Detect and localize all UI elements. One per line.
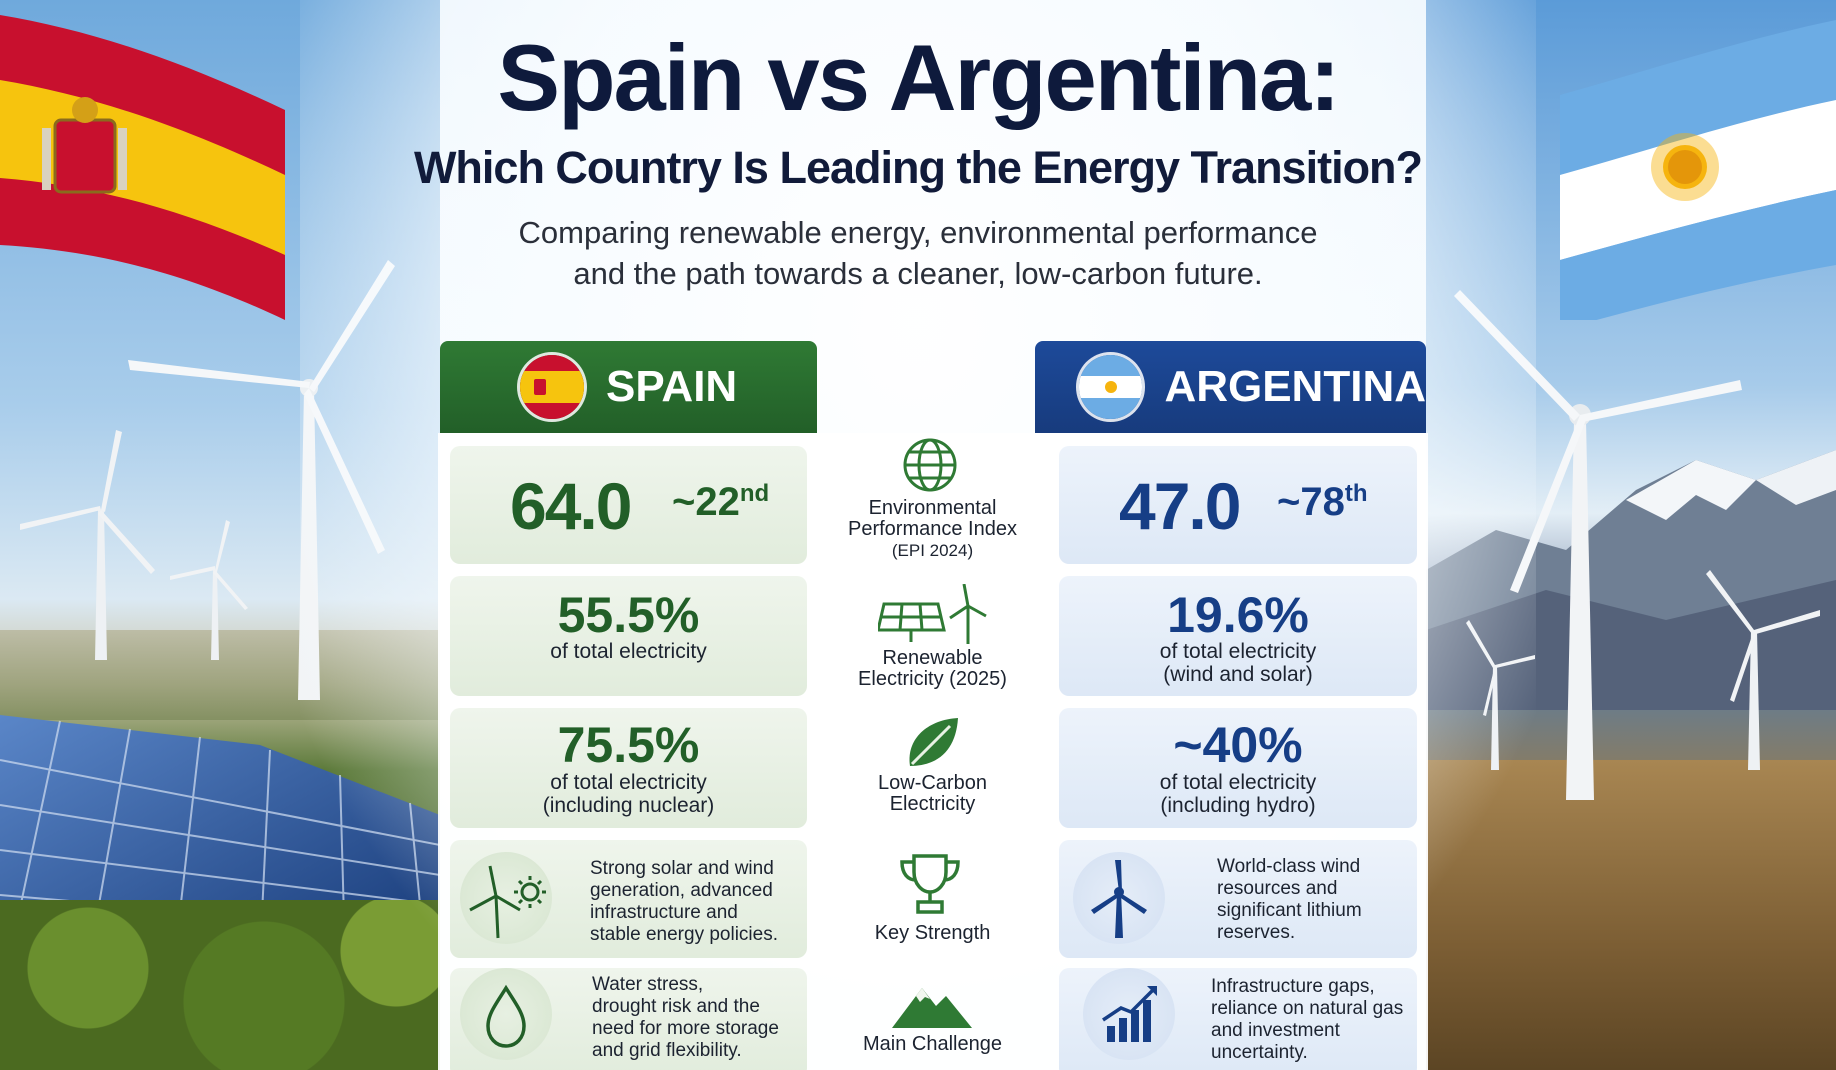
solar-panel-wind-icon (878, 584, 987, 644)
spain-epi-rank: ~22nd (672, 480, 769, 525)
spain-flag (0, 15, 285, 320)
wind-sun-icon (469, 865, 546, 939)
spain-strength-line: stable energy policies. (590, 924, 778, 945)
argentina-column-title: ARGENTINA (1164, 362, 1426, 411)
argentina-renewable-value: 19.6% (1167, 587, 1309, 643)
spain-strength-cell: Strong solar and wind generation, advanc… (450, 840, 807, 958)
argentina-strength-line: resources and (1217, 878, 1338, 899)
page-lead: Comparing renewable energy, environmenta… (400, 212, 1436, 294)
argentina-column-header: ARGENTINA (1035, 341, 1426, 433)
argentina-low-carbon-note: of total electricity (1159, 771, 1317, 794)
main-challenge-label: Main Challenge (863, 1033, 1002, 1055)
spain-wind-turbine-far (170, 520, 248, 660)
spain-strength-text: Strong solar and wind generation, advanc… (590, 858, 778, 946)
argentina-epi-rank-number: ~78 (1277, 480, 1345, 524)
spain-challenge-line: Water stress, (592, 974, 704, 995)
argentina-strength-icon-bg (1073, 852, 1165, 944)
epi-label: Environmental Performance Index (EPI 202… (830, 498, 1035, 561)
spain-low-carbon-note: of total electricity (550, 771, 707, 794)
renewable-label-line-2: Electricity (2025) (858, 668, 1007, 690)
spain-renewable-value: 55.5% (557, 587, 700, 643)
spain-renewable-cell: 55.5% of total electricity (450, 576, 807, 696)
argentina-challenge-line: and investment (1211, 1020, 1340, 1041)
spain-challenge-line: and grid flexibility. (592, 1040, 742, 1061)
argentina-strength-line: reserves. (1217, 922, 1296, 943)
argentina-flag-icon (1079, 355, 1143, 419)
argentina-challenge-line: reliance on natural gas (1211, 998, 1404, 1019)
leaf-icon (909, 718, 958, 766)
argentina-strength-line: World-class wind (1217, 856, 1361, 877)
spain-renewable-note: of total electricity (550, 640, 707, 663)
spain-challenge-icon-bg (460, 968, 552, 1060)
argentina-renewable-cell: 19.6% of total electricity (wind and sol… (1059, 576, 1417, 696)
spain-column-header: SPAIN (440, 341, 817, 433)
spain-low-carbon-note-2: (including nuclear) (542, 794, 715, 817)
spain-strength-icon-bg (460, 852, 552, 944)
spain-challenge-line: need for more storage (592, 1018, 779, 1039)
renewable-label-line-1: Renewable (882, 647, 983, 669)
argentina-challenge-text: Infrastructure gaps, reliance on natural… (1211, 976, 1403, 1064)
lead-line-1: Comparing renewable energy, environmenta… (518, 215, 1318, 250)
argentina-epi-rank-suffix: th (1344, 480, 1368, 507)
globe-icon (903, 438, 957, 492)
spain-low-carbon-value: 75.5% (557, 717, 700, 773)
argentina-challenge-icon-bg (1083, 968, 1175, 1060)
page-subtitle: Which Country Is Leading the Energy Tran… (413, 142, 1423, 193)
spain-flag-icon (520, 355, 584, 419)
spain-column-title: SPAIN (606, 362, 738, 411)
lead-line-2: and the path towards a cleaner, low-carb… (573, 256, 1263, 291)
renewable-label: Renewable Electricity (2025) (830, 648, 1035, 690)
spain-strength-line: infrastructure and (590, 902, 738, 923)
spain-challenge-text: Water stress, drought risk and the need … (592, 974, 779, 1062)
argentina-challenge-line: uncertainty. (1211, 1042, 1308, 1063)
argentina-challenge-cell: Infrastructure gaps, reliance on natural… (1059, 968, 1417, 1070)
low-carbon-label: Low-Carbon Electricity (830, 773, 1035, 815)
spain-epi-rank-suffix: nd (739, 480, 770, 507)
water-drop-icon (486, 984, 526, 1048)
argentina-epi-rank: ~78th (1277, 480, 1368, 525)
low-carbon-label-line-2: Electricity (889, 793, 976, 815)
spain-strength-line: generation, advanced (590, 880, 773, 901)
argentina-low-carbon-value: ~40% (1173, 717, 1303, 773)
spain-epi-score: 64.0 (510, 469, 632, 543)
spain-epi-rank-number: ~22 (672, 480, 740, 524)
epi-label-line-3: (EPI 2024) (891, 541, 974, 560)
mountain-icon (892, 988, 972, 1028)
argentina-flag (1560, 20, 1836, 320)
spain-low-carbon-cell: 75.5% of total electricity (including nu… (450, 708, 807, 828)
trophy-icon (900, 854, 960, 914)
argentina-renewable-note-2: (wind and solar) (1163, 663, 1313, 686)
argentina-low-carbon-cell: ~40% of total electricity (including hyd… (1059, 708, 1417, 828)
key-strength-label: Key Strength (874, 922, 991, 944)
argentina-wind-turbine-small (1706, 570, 1820, 770)
growth-chart-icon (1102, 986, 1157, 1042)
argentina-strength-text: World-class wind resources and significa… (1217, 856, 1362, 944)
epi-label-line-1: Environmental (868, 497, 997, 519)
argentina-renewable-note: of total electricity (1159, 640, 1317, 663)
spain-wind-turbine-small (20, 430, 155, 660)
spain-challenge-line: drought risk and the (592, 996, 760, 1017)
argentina-strength-cell: World-class wind resources and significa… (1059, 840, 1417, 958)
low-carbon-label-line-1: Low-Carbon (878, 772, 987, 794)
argentina-epi-score: 47.0 (1119, 469, 1241, 543)
spain-challenge-cell: Water stress, drought risk and the need … (450, 968, 807, 1070)
wind-turbine-icon (1091, 860, 1147, 938)
argentina-strength-line: significant lithium (1217, 900, 1362, 921)
spain-epi-cell: 64.0 ~22nd (450, 446, 807, 564)
argentina-low-carbon-note-2: (including hydro) (1160, 794, 1316, 817)
epi-label-line-2: Performance Index (848, 518, 1017, 540)
argentina-epi-cell: 47.0 ~78th (1059, 446, 1417, 564)
page-title: Spain vs Argentina: (497, 25, 1340, 130)
spain-strength-line: Strong solar and wind (590, 858, 774, 879)
argentina-challenge-line: Infrastructure gaps, (1211, 976, 1375, 997)
